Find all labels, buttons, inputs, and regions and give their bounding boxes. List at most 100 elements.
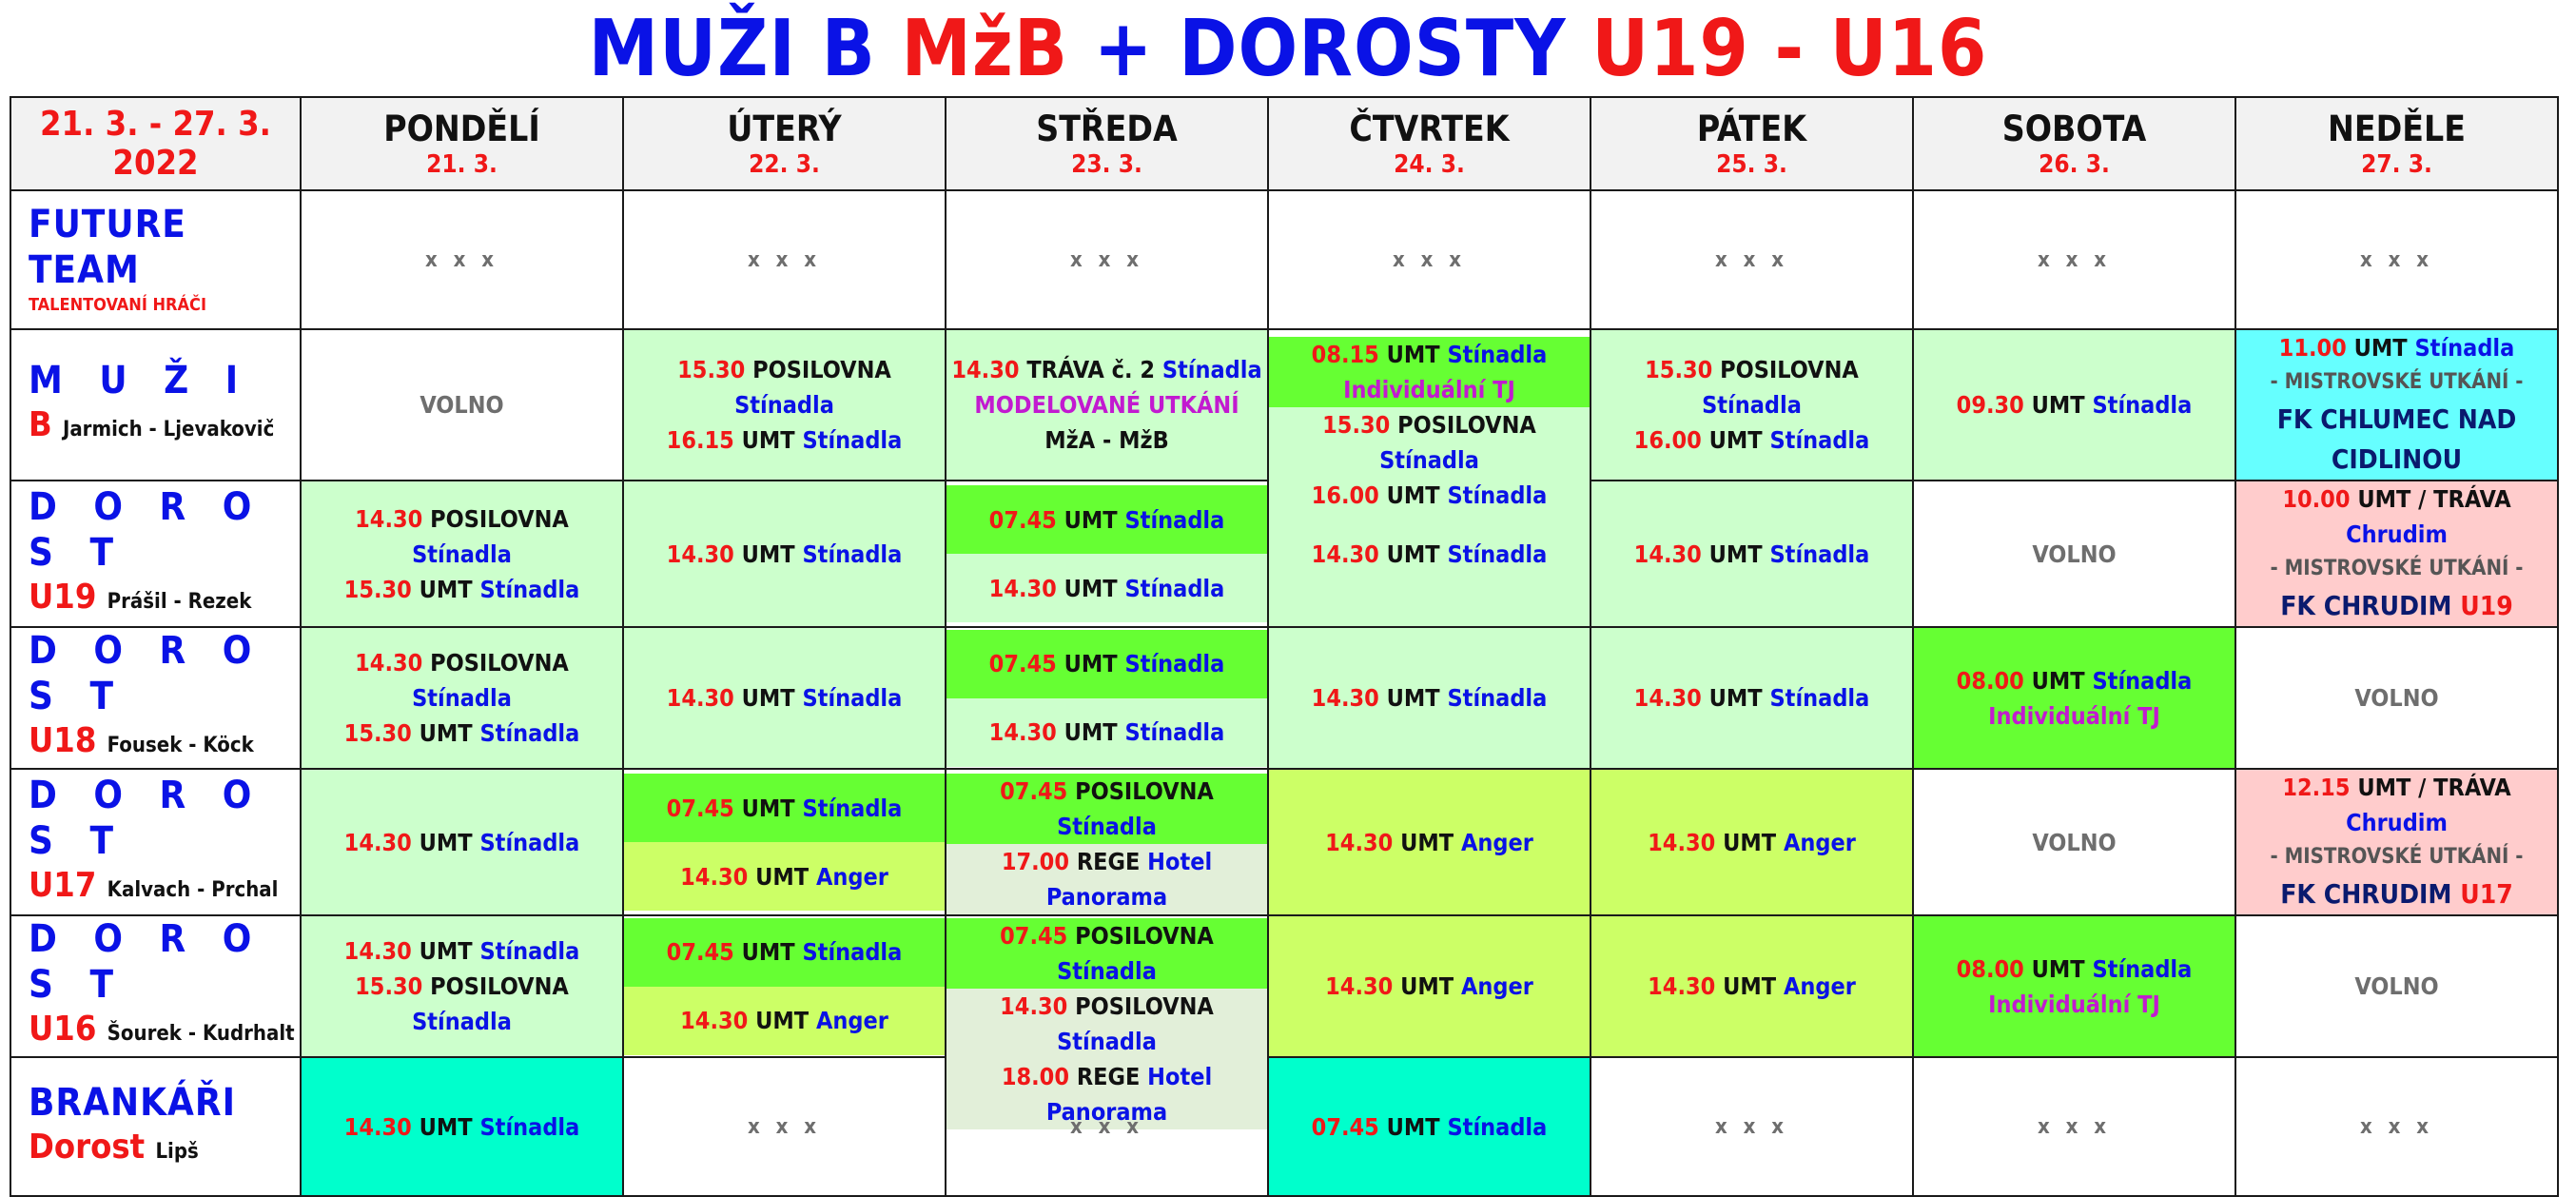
session-part: Stínadla: [1769, 540, 1870, 568]
session: 08.15 UMT Stínadla: [1312, 337, 1548, 372]
session-part: 07.45: [988, 650, 1057, 677]
session-part: Stínadla: [1379, 445, 1479, 474]
session: 07.45 UMT Stínadla: [667, 791, 903, 826]
session-part: REGE: [1076, 1062, 1141, 1090]
empty-marker: x x x: [2037, 1114, 2112, 1139]
session-part: Anger: [1460, 972, 1533, 1000]
session: 11.00 UMT Stínadla: [2236, 330, 2557, 365]
session-part: UMT: [1064, 650, 1118, 677]
session-part: UMT: [2353, 334, 2408, 362]
session-part: UMT: [1708, 540, 1763, 568]
session-part: Stínadla: [1447, 340, 1548, 368]
session: 14.30 UMT Stínadla: [989, 571, 1225, 606]
session-part: 14.30: [1325, 828, 1394, 856]
session: 14.30 UMT Stínadla: [302, 825, 622, 860]
day-header: ÚTERÝ 22. 3.: [622, 96, 946, 191]
session-part: 09.30: [1956, 391, 2024, 419]
session-part: UMT: [1723, 828, 1777, 856]
row-label: D O R O S T U19 Prášil - Rezek: [10, 480, 302, 628]
session-part: Stínadla: [412, 1008, 512, 1035]
session: 14.30 UMT Stínadla: [989, 715, 1225, 750]
team-code: B: [29, 405, 52, 444]
row-label: D O R O S T U16 Šourek - Kudrhalt: [10, 914, 302, 1058]
empty-marker: x x x: [1392, 247, 1467, 272]
session-part: 14.30: [1311, 540, 1379, 568]
schedule-cell: 14.30 UMT Stínadla 15.30 POSILOVNA Stína…: [300, 914, 624, 1058]
team-code: U16: [29, 1010, 97, 1049]
session-part: Stínadla: [1124, 505, 1225, 534]
session: 15.30 UMT Stínadla: [302, 572, 622, 607]
schedule-cell: 14.30 UMT Stínadla: [1590, 626, 1914, 770]
session: 07.45 UMT Stínadla: [989, 646, 1225, 681]
coaches: Prášil - Rezek: [107, 589, 252, 614]
schedule-cell: 15.30 POSILOVNA Stínadla 16.15 UMT Stína…: [622, 328, 946, 481]
session-part: Stínadla: [2092, 391, 2193, 419]
session-part: Stínadla: [479, 1112, 580, 1141]
session-part: POSILOVNA: [1075, 921, 1214, 950]
session: 16.00 UMT Stínadla: [1312, 478, 1548, 513]
row-label: D O R O S T U18 Fousek - Köck: [10, 626, 302, 770]
schedule-cell: 11.00 UMT Stínadla - MISTROVSKÉ UTKÁNÍ -…: [2234, 328, 2559, 481]
schedule-cell: 07.45 UMT Stínadla 14.30 UMT Anger: [622, 768, 946, 916]
session-part: 14.30: [1648, 972, 1716, 1000]
schedule-cell: 09.30 UMT Stínadla: [1912, 328, 2236, 481]
team-code: U19: [29, 577, 97, 617]
session-part: 14.30: [343, 1112, 412, 1141]
match-label: - MISTROVSKÉ UTKÁNÍ -: [2270, 370, 2524, 394]
day-name: PÁTEK: [1696, 108, 1807, 149]
schedule-cell: x x x: [1590, 1056, 1914, 1197]
session: 17.00 REGE Hotel Panorama: [946, 844, 1267, 914]
session-part: 07.45: [666, 938, 734, 966]
day-date: 24. 3.: [1394, 150, 1465, 179]
session: 14.30 UMT Anger: [1269, 969, 1590, 1004]
session-part: 11.00: [2278, 334, 2347, 362]
session-part: Stínadla: [734, 391, 834, 419]
match-type: MODELOVANÉ UTKÁNÍ: [974, 391, 1239, 419]
session-part: UMT: [419, 1112, 473, 1141]
schedule-cell: 14.30 POSILOVNA Stínadla 15.30 UMT Stína…: [300, 480, 624, 628]
session-part: Stínadla: [1161, 356, 1262, 383]
schedule-cell: x x x: [2234, 1056, 2559, 1197]
session-part: 08.00: [1956, 666, 2024, 695]
session-part: Hotel Panorama: [1045, 848, 1213, 911]
schedule-cell: 08.00 UMT Stínadla Individuální TJ: [1912, 914, 2236, 1058]
row-goalkeepers: BRANKÁŘI Dorost Lipš 14.30 UMT Stínadla x…: [10, 1056, 2559, 1197]
empty-marker: x x x: [1714, 1114, 1789, 1139]
session-part: 14.30: [343, 937, 412, 965]
empty-marker: x x x: [1069, 1114, 1144, 1139]
session-part: 14.30: [666, 684, 734, 712]
schedule-cell: 08.15 UMT Stínadla Individuální TJ 15.30…: [1267, 328, 1591, 513]
schedule-cell: 14.30 UMT Stínadla: [622, 626, 946, 770]
volno-text: VOLNO: [2032, 540, 2117, 568]
session: 14.30 UMT Anger: [680, 1003, 888, 1038]
session-part: 17.00: [1001, 848, 1069, 875]
coaches: Jarmich - Ljevakovič: [62, 418, 275, 442]
session: 14.30 UMT Anger: [1269, 825, 1590, 860]
session-part: 14.30: [680, 862, 749, 891]
session-part: UMT: [1386, 1112, 1440, 1141]
session-part: Stínadla: [1447, 684, 1548, 712]
session-part: Stínadla: [802, 938, 903, 966]
session-part: UMT / TRÁVA: [2357, 774, 2511, 801]
schedule-cell: 14.30 POSILOVNA Stínadla 15.30 UMT Stína…: [300, 626, 624, 770]
day-header: STŘEDA 23. 3.: [945, 96, 1269, 191]
schedule-cell: 14.30 UMT Anger: [1267, 768, 1591, 916]
session: 10.00 UMT / TRÁVA Chrudim: [2236, 481, 2557, 552]
week-range-cell: 21. 3. - 27. 3. 2022: [10, 96, 302, 191]
day-name: ÚTERÝ: [727, 108, 842, 149]
session-part: UMT: [1708, 426, 1763, 454]
session: 14.30 UMT Stínadla: [1269, 537, 1590, 572]
row-title: M U Ž I: [29, 359, 251, 402]
session: 08.00 UMT Stínadla: [1914, 663, 2234, 698]
match-teams: MžA - MžB: [1044, 426, 1169, 454]
session: 09.30 UMT Stínadla: [1914, 387, 2234, 422]
session-part: POSILOVNA: [430, 972, 569, 1000]
header-row: 21. 3. - 27. 3. 2022 PONDĚLÍ 21. 3. ÚTERÝ…: [10, 96, 2559, 191]
session-part: UMT: [741, 540, 795, 568]
day-date: 23. 3.: [1071, 150, 1142, 179]
title-part-4: U19 - U16: [1591, 4, 1988, 94]
schedule-cell: 12.15 UMT / TRÁVA Chrudim - MISTROVSKÉ U…: [2234, 768, 2559, 916]
schedule-cell: 07.45 POSILOVNA Stínadla 14.30 POSILOVNA…: [945, 914, 1269, 1129]
session-part: 14.30: [988, 718, 1057, 746]
session-part: 15.30: [677, 356, 746, 383]
